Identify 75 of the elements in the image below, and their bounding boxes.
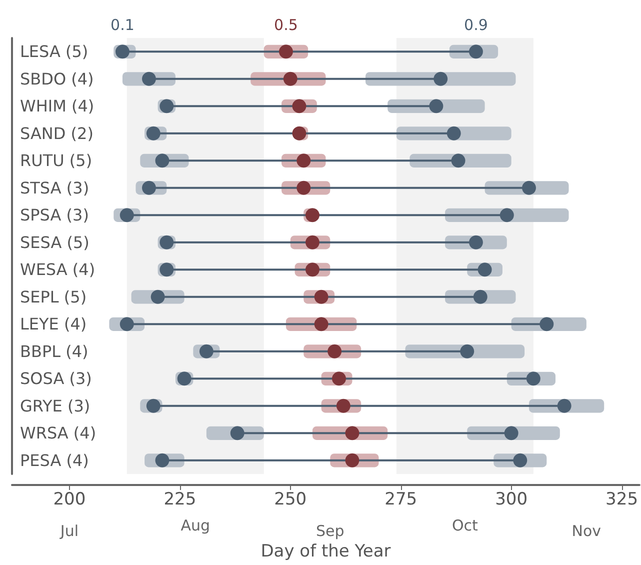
point [446, 126, 461, 140]
y-tick-label: STSA (3) [20, 178, 90, 198]
point [332, 372, 346, 386]
point [283, 72, 298, 86]
point [336, 398, 350, 413]
point [557, 398, 572, 413]
point [142, 180, 156, 195]
point [478, 262, 492, 277]
y-tick-label: SOSA (3) [20, 369, 92, 388]
point [142, 72, 156, 86]
point [292, 99, 306, 114]
point [146, 126, 160, 140]
point [345, 426, 360, 440]
y-tick-label: SBDO (4) [20, 69, 94, 88]
y-tick-label: WHIM (4) [20, 96, 94, 116]
x-tick-label: 300 [495, 490, 528, 510]
y-tick-label: SAND (2) [20, 124, 94, 143]
x-tick-label: 275 [384, 490, 418, 510]
y-tick-label: SPSA (3) [20, 206, 89, 225]
text: Nov [572, 522, 602, 540]
point [155, 154, 170, 168]
y-tick-label: RUTU (5) [20, 151, 92, 170]
point [513, 453, 528, 468]
point [199, 344, 214, 358]
x-tick-label: 325 [606, 490, 638, 510]
point [434, 72, 448, 86]
point [292, 126, 306, 140]
point [522, 180, 536, 195]
x-tick-label: 225 [164, 490, 196, 510]
y-tick-label: WRSA (4) [20, 424, 96, 443]
text: Jul [59, 522, 78, 540]
x-tick-label: 250 [274, 490, 307, 510]
y-tick-label: PESA (4) [20, 450, 89, 470]
point [296, 154, 311, 168]
point [526, 372, 540, 386]
point [328, 344, 342, 358]
series-label: 0.5 [274, 16, 298, 34]
point [473, 290, 488, 304]
text: Sep [316, 522, 344, 540]
point [305, 235, 320, 250]
series-label: 0.1 [110, 16, 134, 34]
point [429, 99, 444, 114]
y-tick-label: SEPL (5) [20, 287, 87, 306]
point [451, 154, 466, 168]
point [120, 317, 134, 332]
point [305, 262, 320, 277]
point [120, 208, 134, 222]
y-tick-label: BBPL (4) [20, 342, 88, 361]
band-label: Aug [180, 516, 210, 534]
x-axis-title: Day of the Year [260, 542, 391, 562]
y-tick-label: LESA (5) [20, 42, 88, 62]
point [345, 453, 360, 468]
point [540, 317, 554, 332]
point [278, 44, 293, 59]
point [296, 180, 311, 195]
point [460, 344, 474, 358]
point [305, 208, 320, 222]
y-tick-label: GRYE (3) [20, 396, 90, 416]
point [468, 44, 483, 59]
y-tick-label: WESA (4) [20, 260, 96, 280]
point [314, 290, 328, 304]
y-tick-label: SESA (5) [20, 232, 90, 252]
point [500, 208, 514, 222]
x-tick-label: 200 [53, 490, 86, 510]
point [150, 290, 165, 304]
point [115, 44, 130, 59]
y-tick-label: LEYE (4) [20, 314, 87, 334]
series-label: 0.9 [464, 16, 488, 34]
point [314, 317, 328, 332]
point [504, 426, 518, 440]
point [230, 426, 244, 440]
band-label: Oct [452, 516, 478, 534]
point [155, 453, 170, 468]
point [468, 235, 483, 250]
point [146, 398, 160, 413]
